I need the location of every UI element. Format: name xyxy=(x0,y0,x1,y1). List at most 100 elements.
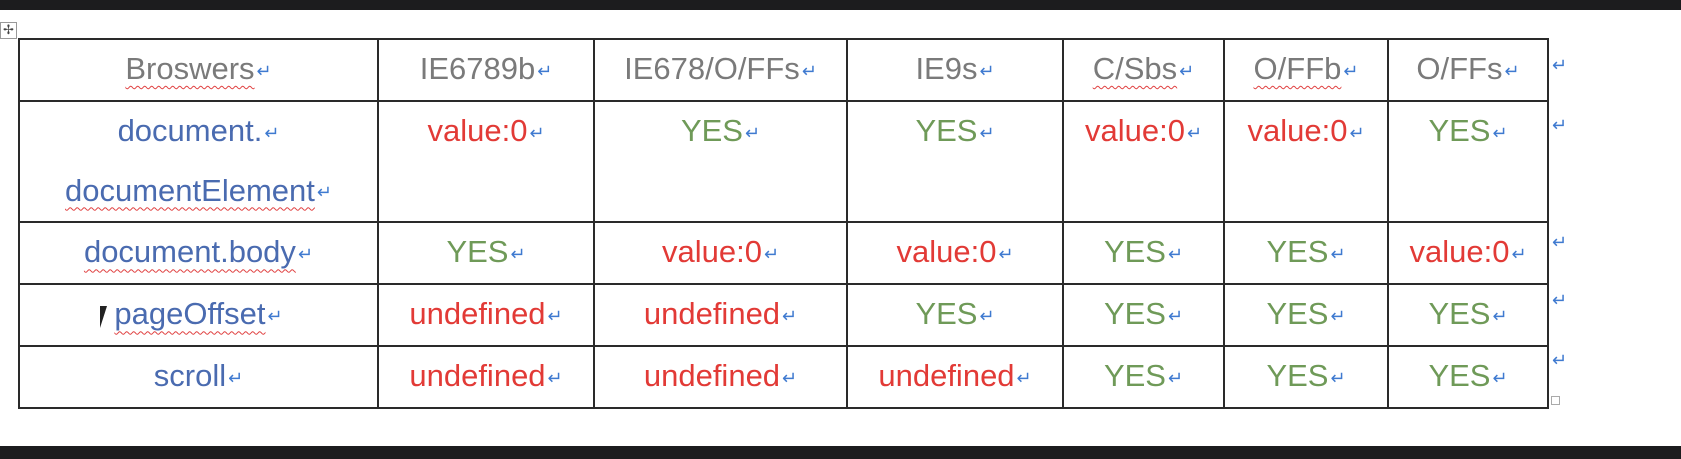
return-arrow-icon: ↵ xyxy=(316,182,332,203)
table-cell: YES ↵ xyxy=(1387,99,1549,224)
return-arrow-icon: ↵ xyxy=(782,306,798,327)
cell-text: YES xyxy=(1428,358,1491,394)
table-cell: C/Sbs ↵ xyxy=(1062,38,1225,102)
cell-text: value:0 xyxy=(661,234,762,270)
cell-text: IE678/O/FFs xyxy=(624,51,800,86)
return-arrow-icon: ↵ xyxy=(1511,244,1527,265)
cell-text: YES xyxy=(1266,234,1329,270)
cell-text: IE6789b xyxy=(419,51,536,86)
cell-text: undefined xyxy=(643,296,781,332)
table-cell: YES ↵ xyxy=(377,221,595,286)
table-row: scroll ↵ undefined ↵ undefined ↵ undefined ↵ YES… xyxy=(18,345,1549,409)
cell-text: YES xyxy=(680,112,743,148)
cell-text: value:0 xyxy=(896,234,997,270)
return-arrow-icon: ↵ xyxy=(1186,122,1203,143)
return-arrow-icon: ↵ xyxy=(547,367,563,388)
cell-text: undefined xyxy=(878,358,1015,394)
cell-text: O/FFb xyxy=(1253,51,1342,86)
return-arrow-icon: ↵ xyxy=(1167,306,1184,327)
cell-text: value:0 xyxy=(427,112,528,148)
return-arrow-icon: ↵ xyxy=(264,122,280,143)
return-arrow-icon: ↵ xyxy=(1330,367,1346,388)
table-cell: undefined ↵ xyxy=(377,283,595,348)
row-end-mark-icon: ↵ xyxy=(1552,55,1568,75)
return-arrow-icon: ↵ xyxy=(256,60,272,81)
return-arrow-icon: ↵ xyxy=(1343,60,1359,81)
table-move-handle-icon[interactable]: ✢ xyxy=(0,22,17,39)
return-arrow-icon: ↵ xyxy=(1492,306,1508,327)
table-cell: undefined ↵ xyxy=(593,283,848,348)
table-cell: YES ↵ xyxy=(1223,345,1389,409)
return-arrow-icon: ↵ xyxy=(1167,244,1184,265)
table-cell: YES ↵ xyxy=(1387,283,1549,348)
mouse-cursor-icon xyxy=(100,306,107,328)
cell-text: undefined xyxy=(643,358,781,394)
table-resize-handle-icon[interactable] xyxy=(1551,396,1560,405)
return-arrow-icon: ↵ xyxy=(1330,306,1346,327)
cell-text: YES xyxy=(1428,112,1491,148)
table-cell: IE6789b ↵ xyxy=(377,38,595,102)
table-cell: document.body ↵ xyxy=(18,221,379,286)
cell-text: value:0 xyxy=(1084,112,1185,148)
return-arrow-icon: ↵ xyxy=(1349,122,1365,143)
return-arrow-icon: ↵ xyxy=(979,122,995,143)
cell-text: undefined xyxy=(409,296,546,332)
return-arrow-icon: ↵ xyxy=(979,60,995,81)
return-arrow-icon: ↵ xyxy=(979,306,995,327)
cell-text: IE9s xyxy=(915,51,978,86)
return-arrow-icon: ↵ xyxy=(1492,122,1508,143)
table-cell: undefined ↵ xyxy=(593,345,848,409)
cell-text: YES xyxy=(1103,234,1166,270)
table-cell: IE678/O/FFs ↵ xyxy=(593,38,848,102)
cell-text: Broswers xyxy=(125,51,255,86)
cell-text: YES xyxy=(1103,358,1166,394)
table-cell: value:0 ↵ xyxy=(1223,99,1389,224)
cell-text: value:0 xyxy=(1409,234,1510,270)
table-cell: value:0 ↵ xyxy=(846,221,1064,286)
table-cell: pageOffset ↵ xyxy=(18,283,379,348)
cell-text: undefined xyxy=(409,358,546,394)
table-cell: YES ↵ xyxy=(593,99,848,224)
cell-text: document.body xyxy=(83,234,296,270)
cell-text: YES xyxy=(1266,296,1329,332)
return-arrow-icon: ↵ xyxy=(998,244,1014,265)
table-cell: IE9s ↵ xyxy=(846,38,1064,102)
table-cell: O/FFs ↵ xyxy=(1387,38,1549,102)
table-cell: YES ↵ xyxy=(846,283,1064,348)
cell-text: YES xyxy=(1266,358,1329,394)
table-cell: YES ↵ xyxy=(1223,221,1389,286)
return-arrow-icon: ↵ xyxy=(1016,367,1032,388)
return-arrow-icon: ↵ xyxy=(510,244,526,265)
cell-text: YES xyxy=(1103,296,1166,332)
cell-text: C/Sbs xyxy=(1092,51,1178,86)
return-arrow-icon: ↵ xyxy=(1167,367,1184,388)
table-cell: scroll ↵ xyxy=(18,345,379,409)
table-cell: undefined ↵ xyxy=(846,345,1064,409)
table-cell: YES ↵ xyxy=(1062,221,1225,286)
table-cell: value:0 ↵ xyxy=(1387,221,1549,286)
return-arrow-icon: ↵ xyxy=(529,122,545,143)
header-row: Broswers ↵ IE6789b ↵ IE678/O/FFs ↵ IE9s ↵ C/Sbs ↵… xyxy=(18,38,1549,102)
table-cell: undefined ↵ xyxy=(377,345,595,409)
table-row: document. ↵ documentElement ↵ value:0 ↵ YES ↵ YE… xyxy=(18,99,1549,224)
cell-text: O/FFs xyxy=(1416,51,1503,86)
cell-text: YES xyxy=(915,296,978,332)
row-end-mark-icon: ↵ xyxy=(1552,350,1568,370)
table-row: pageOffset ↵ undefined ↵ undefined ↵ YES ↵ YES ↵ Y… xyxy=(18,283,1549,348)
cell-text: value:0 xyxy=(1247,112,1348,148)
return-arrow-icon: ↵ xyxy=(1492,367,1508,388)
return-arrow-icon: ↵ xyxy=(763,244,780,265)
table-cell: value:0 ↵ xyxy=(593,221,848,286)
return-arrow-icon: ↵ xyxy=(801,60,817,81)
return-arrow-icon: ↵ xyxy=(744,122,761,143)
table-cell: YES ↵ xyxy=(1062,345,1225,409)
table-cell: value:0 ↵ xyxy=(1062,99,1225,224)
row-end-mark-icon: ↵ xyxy=(1552,232,1568,252)
cell-text: pageOffset xyxy=(114,296,266,332)
cell-text: YES xyxy=(446,234,509,270)
return-arrow-icon: ↵ xyxy=(1179,60,1195,81)
cell-text: document. xyxy=(117,112,263,148)
return-arrow-icon: ↵ xyxy=(1330,244,1346,265)
table-cell: O/FFb ↵ xyxy=(1223,38,1389,102)
cell-text: scroll xyxy=(153,358,227,394)
